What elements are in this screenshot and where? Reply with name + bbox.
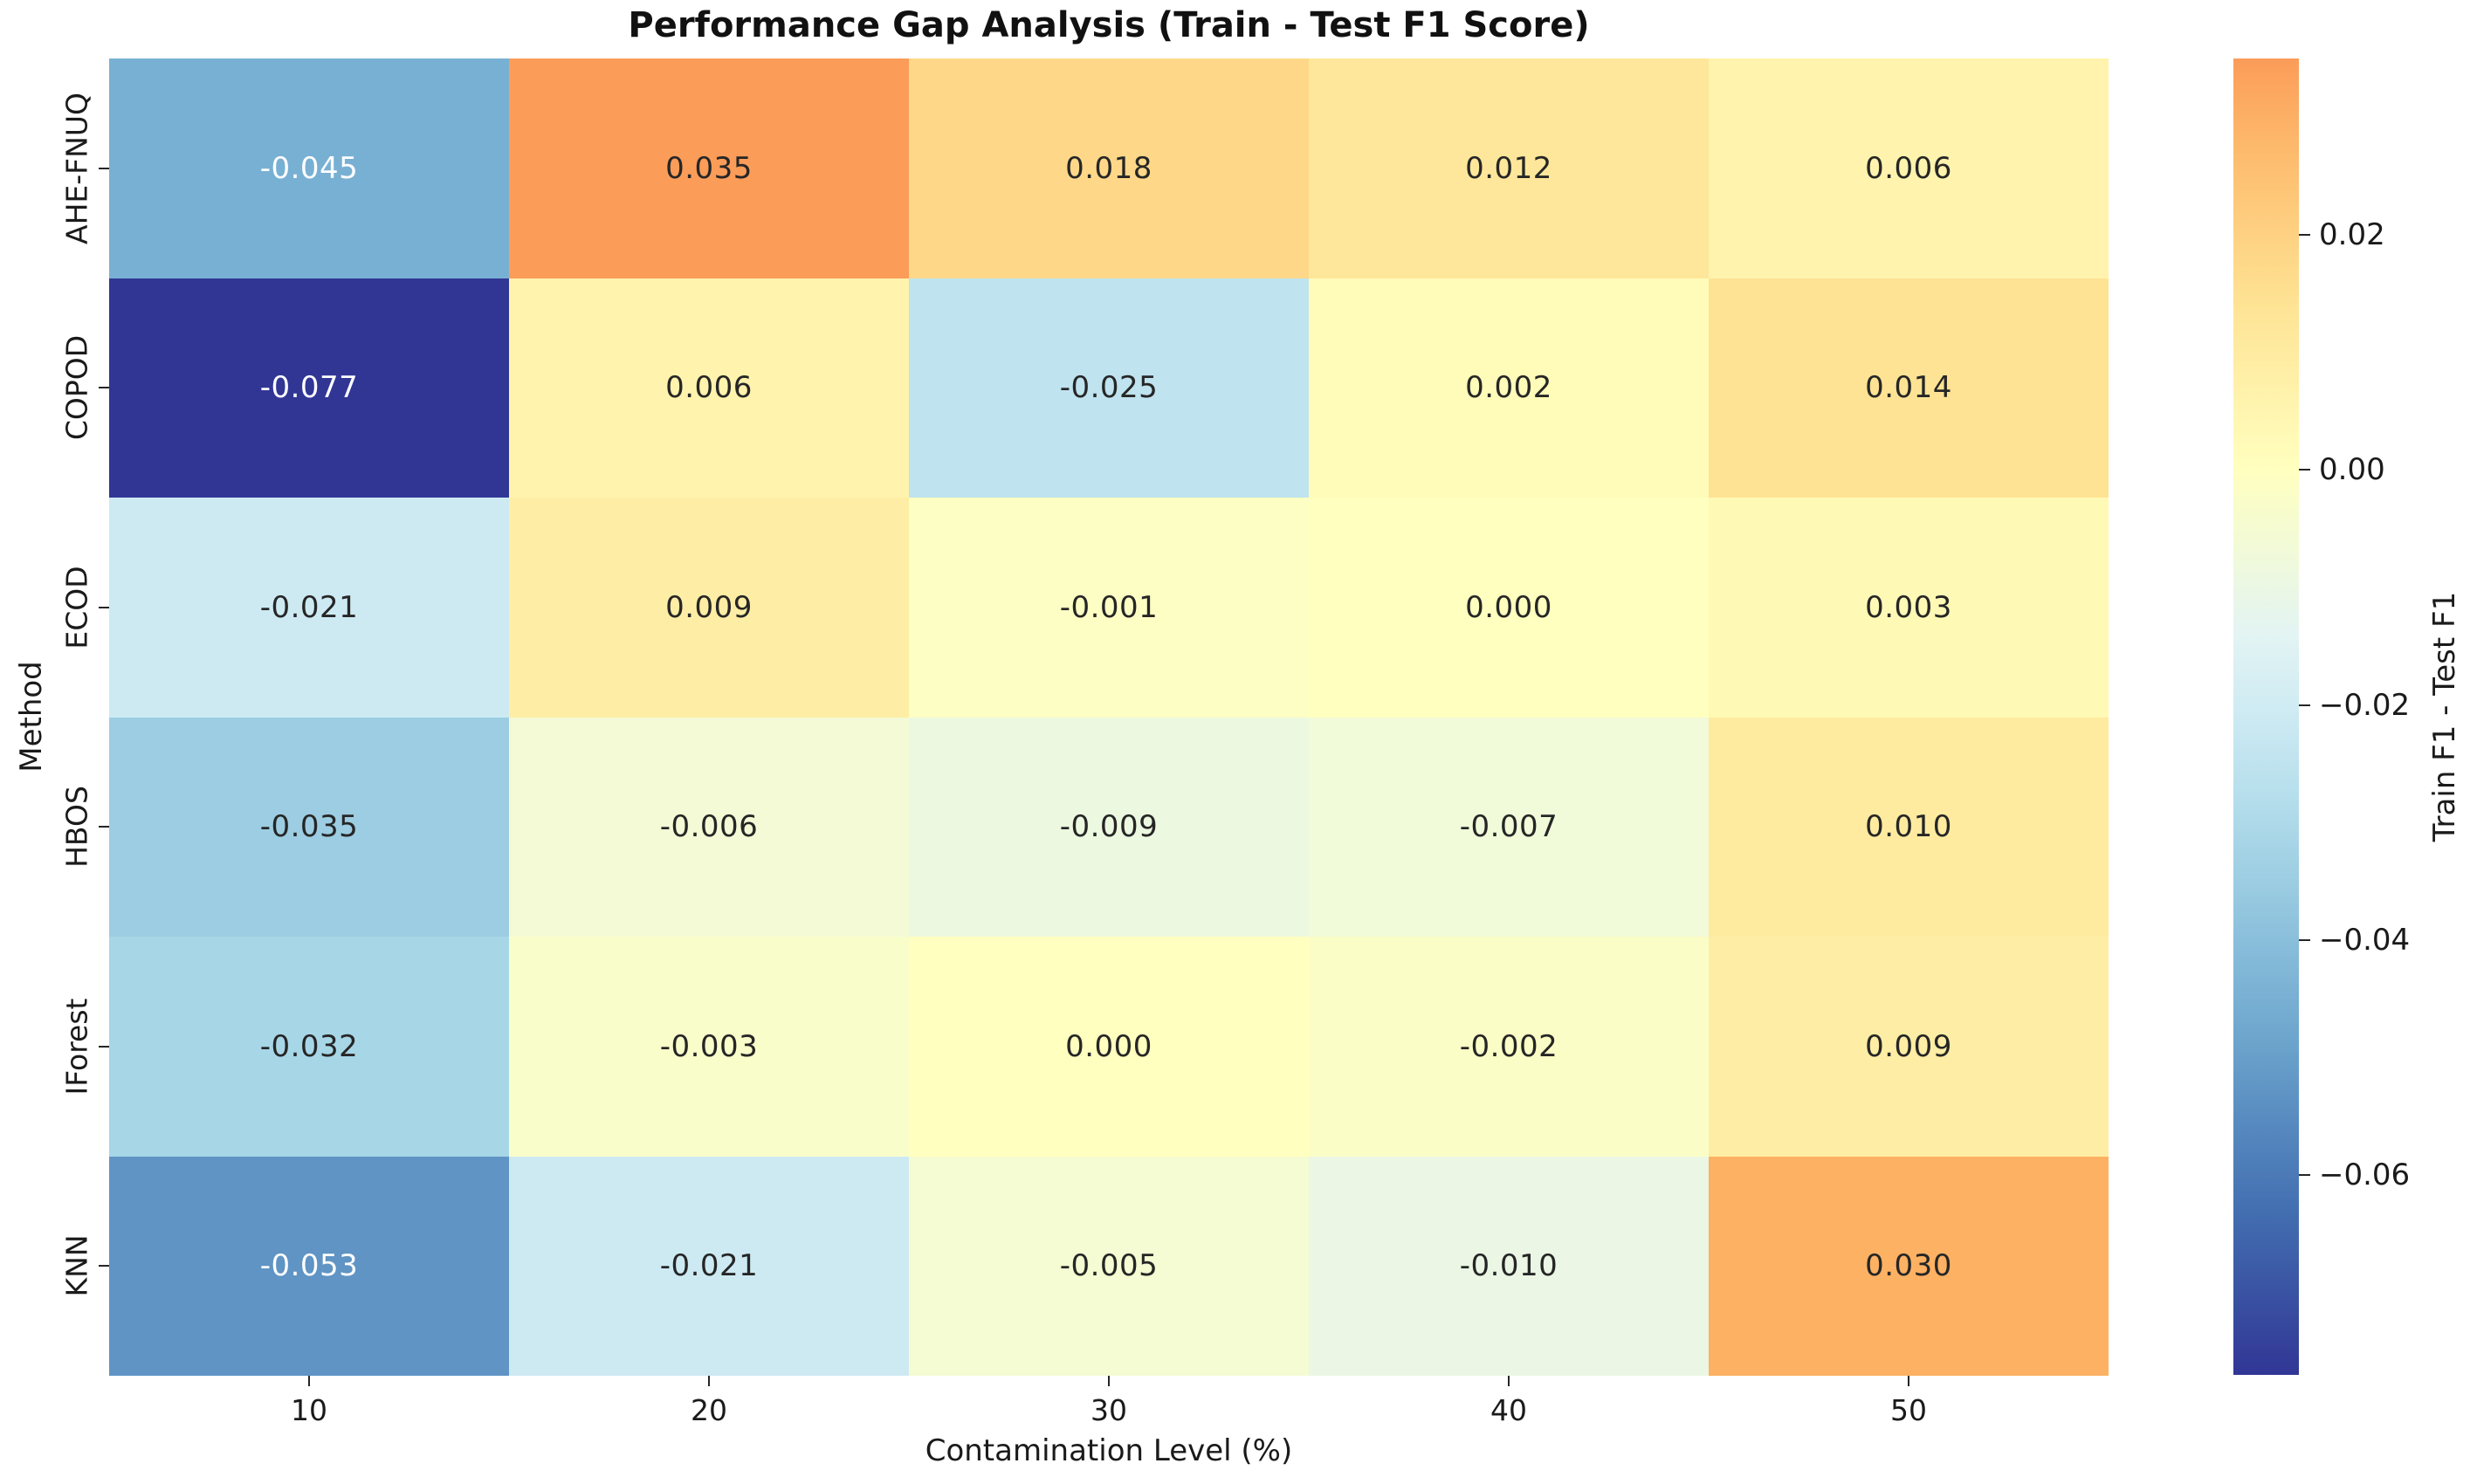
x-tick-label: 30 xyxy=(1091,1393,1127,1427)
heatmap-cell-HBOS-20: -0.006 xyxy=(509,717,909,937)
y-tick-label: KNN xyxy=(59,1234,94,1297)
y-tick-label: ECOD xyxy=(59,566,94,649)
y-tick-label: AHE-FNUQ xyxy=(59,92,94,244)
x-axis-label: Contamination Level (%) xyxy=(925,1433,1293,1468)
heatmap-cell-AHE-FNUQ-20: 0.035 xyxy=(509,58,909,278)
heatmap-cell-COPOD-40: 0.002 xyxy=(1309,278,1709,498)
cell-value-label: 0.035 xyxy=(665,150,753,186)
cell-value-label: -0.021 xyxy=(259,589,359,625)
cell-value-label: -0.010 xyxy=(1459,1248,1558,1284)
x-tick-label: 20 xyxy=(691,1393,727,1427)
colorbar-tick-mark xyxy=(2299,938,2310,941)
heatmap-cell-AHE-FNUQ-30: 0.018 xyxy=(909,58,1309,278)
cell-value-label: 0.000 xyxy=(1465,589,1552,625)
cell-value-label: -0.007 xyxy=(1459,809,1558,845)
colorbar-label: Train F1 - Test F1 xyxy=(2427,591,2462,842)
y-tick-label: HBOS xyxy=(59,786,94,869)
heatmap-cell-IForest-30: 0.000 xyxy=(909,937,1309,1157)
x-tick-mark xyxy=(1508,1376,1510,1386)
x-tick-label: 50 xyxy=(1890,1393,1927,1427)
cell-value-label: 0.012 xyxy=(1465,150,1552,186)
heatmap-cell-COPOD-10: -0.077 xyxy=(109,278,509,498)
colorbar xyxy=(2233,58,2299,1375)
heatmap-cell-KNN-30: -0.005 xyxy=(909,1156,1309,1376)
heatmap-cell-ECOD-40: 0.000 xyxy=(1309,498,1709,718)
cell-value-label: -0.002 xyxy=(1459,1028,1558,1064)
heatmap-cell-IForest-20: -0.003 xyxy=(509,937,909,1157)
y-tick-label: COPOD xyxy=(59,335,94,441)
cell-value-label: -0.005 xyxy=(1059,1248,1159,1284)
heatmap-cell-IForest-10: -0.032 xyxy=(109,937,509,1157)
heatmap-cell-KNN-40: -0.010 xyxy=(1309,1156,1709,1376)
cell-value-label: 0.006 xyxy=(1865,150,1952,186)
heatmap-cell-KNN-20: -0.021 xyxy=(509,1156,909,1376)
heatmap-plot: -0.045 0.035 0.018 0.012 0.006 -0.077 0.006 -0.… xyxy=(109,58,2109,1376)
cell-value-label: 0.030 xyxy=(1865,1248,1952,1284)
chart-title: Performance Gap Analysis (Train - Test F… xyxy=(628,5,1590,45)
colorbar-tick-label: 0.00 xyxy=(2319,452,2385,488)
cell-value-label: 0.003 xyxy=(1865,589,1952,625)
colorbar-tick-label: 0.02 xyxy=(2319,216,2385,252)
cell-value-label: -0.021 xyxy=(659,1248,759,1284)
heatmap-cell-COPOD-20: 0.006 xyxy=(509,278,909,498)
cell-value-label: -0.025 xyxy=(1059,370,1159,406)
cell-value-label: 0.018 xyxy=(1065,150,1152,186)
heatmap-cell-AHE-FNUQ-10: -0.045 xyxy=(109,58,509,278)
cell-value-label: 0.009 xyxy=(665,589,753,625)
heatmap-cell-COPOD-50: 0.014 xyxy=(1709,278,2109,498)
cell-value-label: 0.010 xyxy=(1865,809,1952,845)
y-tick-mark xyxy=(99,826,109,828)
cell-value-label: 0.009 xyxy=(1865,1028,1952,1064)
heatmap-cell-ECOD-20: 0.009 xyxy=(509,498,909,718)
heatmap-cell-IForest-40: -0.002 xyxy=(1309,937,1709,1157)
heatmap-cell-ECOD-30: -0.001 xyxy=(909,498,1309,718)
cell-value-label: -0.045 xyxy=(259,150,359,186)
x-tick-mark xyxy=(708,1376,710,1386)
cell-value-label: -0.077 xyxy=(259,370,359,406)
y-tick-mark xyxy=(99,606,109,608)
colorbar-tick-mark xyxy=(2299,1174,2310,1177)
heatmap-cell-IForest-50: 0.009 xyxy=(1709,937,2109,1157)
x-tick-label: 40 xyxy=(1490,1393,1527,1427)
colorbar-tick-label: −0.02 xyxy=(2319,687,2411,723)
colorbar-tick-mark xyxy=(2299,704,2310,706)
cell-value-label: -0.032 xyxy=(259,1028,359,1064)
heatmap-cell-AHE-FNUQ-50: 0.006 xyxy=(1709,58,2109,278)
heatmap-cell-HBOS-40: -0.007 xyxy=(1309,717,1709,937)
cell-value-label: -0.053 xyxy=(259,1248,359,1284)
colorbar-tick-mark xyxy=(2299,469,2310,471)
cell-value-label: -0.001 xyxy=(1059,589,1159,625)
cell-value-label: -0.006 xyxy=(659,809,759,845)
heatmap-cell-KNN-50: 0.030 xyxy=(1709,1156,2109,1376)
y-tick-mark xyxy=(99,1265,109,1268)
heatmap-cell-ECOD-10: -0.021 xyxy=(109,498,509,718)
cell-value-label: -0.035 xyxy=(259,809,359,845)
x-tick-mark xyxy=(1908,1376,1909,1386)
x-tick-mark xyxy=(308,1376,310,1386)
colorbar-tick-label: −0.06 xyxy=(2319,1158,2411,1193)
heatmap-cell-HBOS-50: 0.010 xyxy=(1709,717,2109,937)
colorbar-tick-label: −0.04 xyxy=(2319,922,2411,958)
x-tick-mark xyxy=(1108,1376,1110,1386)
heatmap-cell-HBOS-10: -0.035 xyxy=(109,717,509,937)
heatmap-cell-HBOS-30: -0.009 xyxy=(909,717,1309,937)
cell-value-label: -0.003 xyxy=(659,1028,759,1064)
cell-value-label: 0.002 xyxy=(1465,370,1552,406)
y-tick-mark xyxy=(99,167,109,169)
heatmap-cell-AHE-FNUQ-40: 0.012 xyxy=(1309,58,1709,278)
colorbar-tick-mark xyxy=(2299,233,2310,236)
heatmap-cell-KNN-10: -0.053 xyxy=(109,1156,509,1376)
y-tick-mark xyxy=(99,1045,109,1048)
cell-value-label: 0.006 xyxy=(665,370,753,406)
x-tick-label: 10 xyxy=(291,1393,327,1427)
cell-value-label: 0.000 xyxy=(1065,1028,1152,1064)
cell-value-label: 0.014 xyxy=(1865,370,1952,406)
heatmap-cell-ECOD-50: 0.003 xyxy=(1709,498,2109,718)
y-tick-label: IForest xyxy=(59,998,94,1096)
y-tick-mark xyxy=(99,387,109,389)
cell-value-label: -0.009 xyxy=(1059,809,1159,845)
y-axis-label: Method xyxy=(14,661,49,773)
heatmap-cell-COPOD-30: -0.025 xyxy=(909,278,1309,498)
